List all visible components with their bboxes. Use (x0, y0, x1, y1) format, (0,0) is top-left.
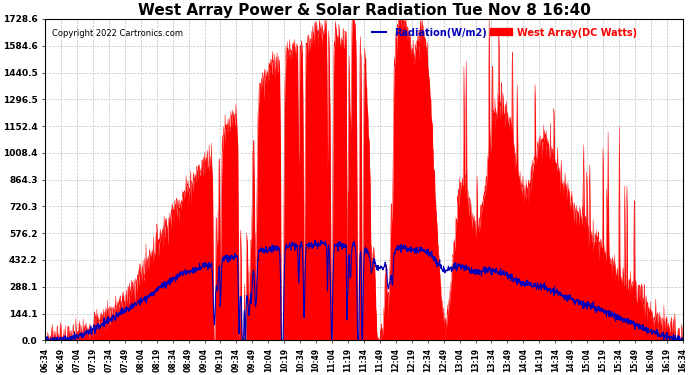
Title: West Array Power & Solar Radiation Tue Nov 8 16:40: West Array Power & Solar Radiation Tue N… (137, 3, 591, 18)
Legend: Radiation(W/m2), West Array(DC Watts): Radiation(W/m2), West Array(DC Watts) (368, 24, 641, 42)
Text: Copyright 2022 Cartronics.com: Copyright 2022 Cartronics.com (52, 28, 183, 38)
